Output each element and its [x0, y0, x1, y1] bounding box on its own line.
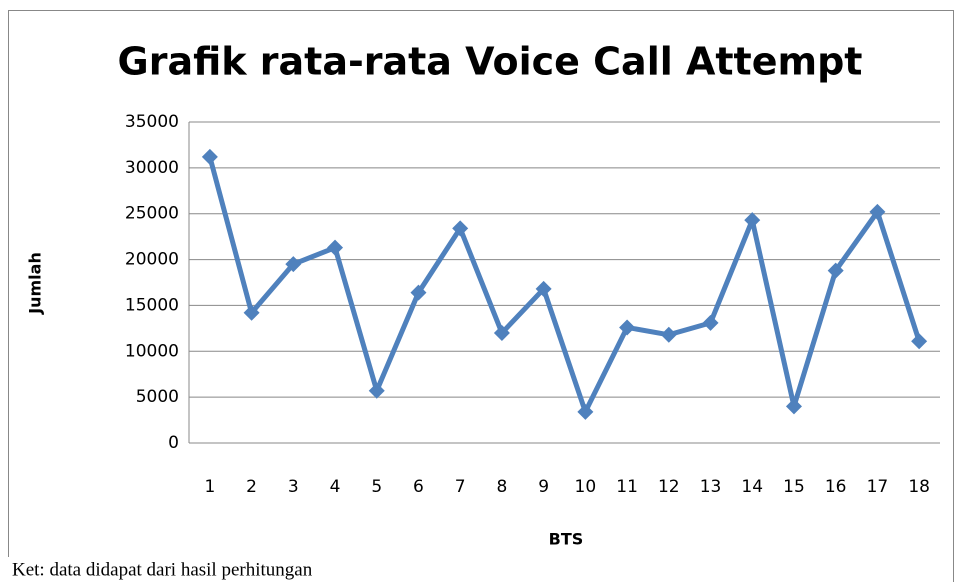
y-tick-label: 35000 [125, 112, 179, 132]
line [207, 156, 922, 415]
footnote: Ket: data didapat dari hasil perhitungan [12, 559, 313, 580]
footnote-bg [0, 557, 420, 582]
x-tick-label: 14 [741, 477, 763, 497]
marker [827, 262, 844, 279]
y-tick-label: 15000 [125, 295, 179, 315]
marker [911, 333, 928, 350]
marker [285, 256, 302, 273]
marker [744, 212, 761, 229]
y-axis-label: Jumlah [26, 252, 45, 315]
x-tick-label: 4 [330, 477, 341, 497]
marker [577, 403, 594, 420]
marker [327, 239, 344, 256]
x-tick-label: 8 [497, 477, 508, 497]
x-tick-label: 13 [700, 477, 722, 497]
x-tick-label: 18 [908, 477, 930, 497]
y-tick-label: 5000 [136, 387, 179, 407]
y-tick-label: 10000 [125, 341, 179, 361]
marker [535, 280, 552, 297]
marker [452, 220, 469, 237]
marker [493, 324, 510, 341]
x-tick-label: 11 [616, 477, 638, 497]
x-tick-label: 12 [658, 477, 680, 497]
marker [785, 398, 802, 415]
y-tick-label: 25000 [125, 204, 179, 224]
chart-title: Grafik rata-rata Voice Call Attempt [118, 40, 863, 84]
marker [869, 203, 886, 220]
marker [660, 326, 677, 343]
y-tick-label: 20000 [125, 250, 179, 270]
y-tick-label: 30000 [125, 158, 179, 178]
x-tick-label: 16 [825, 477, 847, 497]
marker [410, 284, 427, 301]
marker [619, 319, 636, 336]
marker [702, 314, 719, 331]
x-axis-label: BTS [549, 530, 584, 549]
x-tick-label: 15 [783, 477, 805, 497]
chart-frame [8, 10, 954, 582]
marker [201, 148, 218, 165]
x-tick-label: 9 [538, 477, 549, 497]
x-tick-label: 17 [867, 477, 889, 497]
y-tick-label: 0 [168, 433, 179, 453]
x-tick-label: 3 [288, 477, 299, 497]
x-tick-label: 1 [204, 477, 215, 497]
marker [368, 382, 385, 399]
x-tick-label: 2 [246, 477, 257, 497]
x-tick-label: 10 [575, 477, 597, 497]
x-tick-label: 6 [413, 477, 424, 497]
marker [243, 304, 260, 321]
x-tick-label: 7 [455, 477, 466, 497]
x-tick-label: 5 [371, 477, 382, 497]
